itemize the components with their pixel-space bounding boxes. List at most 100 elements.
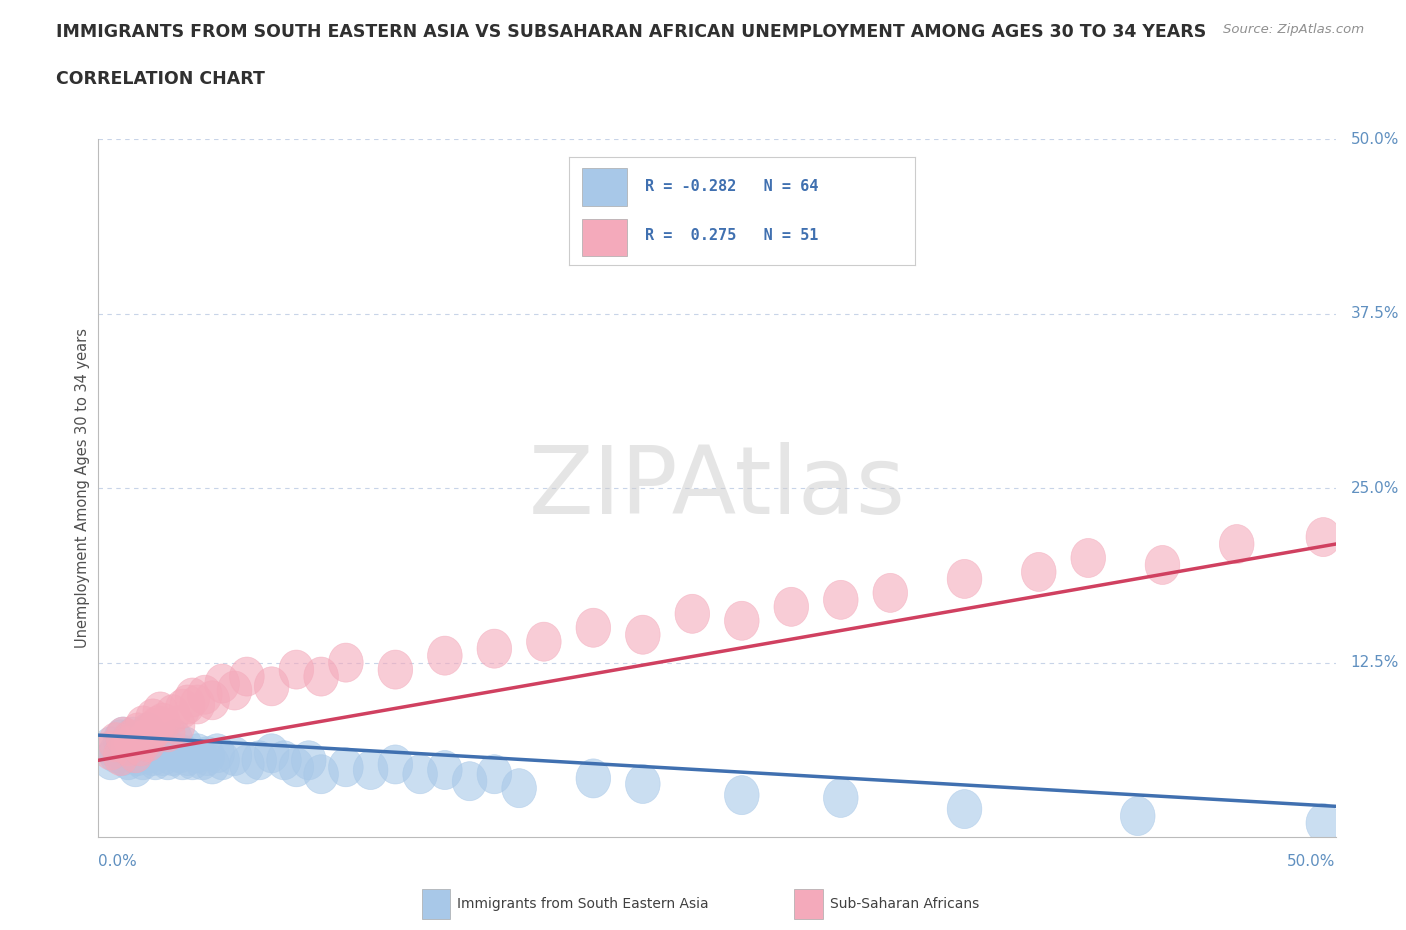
Ellipse shape <box>135 699 170 738</box>
Ellipse shape <box>141 731 176 770</box>
Ellipse shape <box>278 650 314 689</box>
Ellipse shape <box>229 657 264 696</box>
Ellipse shape <box>125 706 160 745</box>
Ellipse shape <box>1306 517 1341 556</box>
Ellipse shape <box>724 776 759 815</box>
Ellipse shape <box>155 737 190 776</box>
Ellipse shape <box>143 723 177 762</box>
Ellipse shape <box>138 709 173 748</box>
Ellipse shape <box>873 573 908 613</box>
Ellipse shape <box>195 745 229 784</box>
Ellipse shape <box>111 727 145 766</box>
Ellipse shape <box>205 740 239 779</box>
Ellipse shape <box>402 755 437 794</box>
Ellipse shape <box>145 703 180 742</box>
Ellipse shape <box>135 737 170 776</box>
Y-axis label: Unemployment Among Ages 30 to 34 years: Unemployment Among Ages 30 to 34 years <box>75 328 90 648</box>
Ellipse shape <box>278 748 314 787</box>
Ellipse shape <box>242 740 277 779</box>
Ellipse shape <box>427 636 463 675</box>
Ellipse shape <box>128 723 163 762</box>
Ellipse shape <box>378 650 413 689</box>
Ellipse shape <box>125 740 160 779</box>
Ellipse shape <box>131 734 166 773</box>
Ellipse shape <box>217 671 252 711</box>
Ellipse shape <box>176 740 209 779</box>
Ellipse shape <box>143 692 177 731</box>
Ellipse shape <box>477 629 512 668</box>
Ellipse shape <box>329 748 363 787</box>
Ellipse shape <box>195 681 229 720</box>
Ellipse shape <box>105 737 141 776</box>
Ellipse shape <box>115 717 150 756</box>
Ellipse shape <box>166 740 200 779</box>
Ellipse shape <box>121 712 155 751</box>
Ellipse shape <box>1306 804 1341 843</box>
Ellipse shape <box>200 734 235 773</box>
Ellipse shape <box>105 717 141 756</box>
Ellipse shape <box>948 559 981 599</box>
Text: IMMIGRANTS FROM SOUTH EASTERN ASIA VS SUBSAHARAN AFRICAN UNEMPLOYMENT AMONG AGES: IMMIGRANTS FROM SOUTH EASTERN ASIA VS SU… <box>56 23 1206 41</box>
Ellipse shape <box>353 751 388 790</box>
Ellipse shape <box>170 737 205 776</box>
Ellipse shape <box>291 740 326 779</box>
Ellipse shape <box>98 734 134 773</box>
Ellipse shape <box>626 764 661 804</box>
Ellipse shape <box>229 745 264 784</box>
Text: 12.5%: 12.5% <box>1351 655 1399 671</box>
Ellipse shape <box>724 601 759 641</box>
Ellipse shape <box>93 727 128 766</box>
Ellipse shape <box>824 580 858 619</box>
Ellipse shape <box>205 664 239 703</box>
Text: 37.5%: 37.5% <box>1351 306 1399 322</box>
Ellipse shape <box>121 737 155 776</box>
Ellipse shape <box>163 734 197 773</box>
Ellipse shape <box>329 644 363 683</box>
Text: Immigrants from South Eastern Asia: Immigrants from South Eastern Asia <box>457 897 709 911</box>
Ellipse shape <box>176 678 209 717</box>
Ellipse shape <box>1071 538 1105 578</box>
Ellipse shape <box>180 684 215 724</box>
Ellipse shape <box>118 748 153 787</box>
Ellipse shape <box>160 706 195 745</box>
Ellipse shape <box>186 740 219 779</box>
Ellipse shape <box>502 768 537 807</box>
Ellipse shape <box>105 717 141 756</box>
Ellipse shape <box>254 667 290 706</box>
Ellipse shape <box>1021 552 1056 591</box>
Ellipse shape <box>267 740 301 779</box>
Ellipse shape <box>128 720 163 759</box>
Ellipse shape <box>773 588 808 627</box>
Ellipse shape <box>93 731 128 770</box>
Ellipse shape <box>125 731 160 770</box>
Ellipse shape <box>170 684 205 724</box>
Ellipse shape <box>626 616 661 655</box>
Text: ZIPAtlas: ZIPAtlas <box>529 443 905 534</box>
Ellipse shape <box>526 622 561 661</box>
Ellipse shape <box>190 737 225 776</box>
Ellipse shape <box>453 762 486 801</box>
Ellipse shape <box>98 723 134 762</box>
Ellipse shape <box>138 740 173 779</box>
Ellipse shape <box>150 740 186 779</box>
Text: Source: ZipAtlas.com: Source: ZipAtlas.com <box>1223 23 1364 36</box>
Text: Sub-Saharan Africans: Sub-Saharan Africans <box>830 897 979 911</box>
Ellipse shape <box>187 675 222 714</box>
Ellipse shape <box>124 727 157 766</box>
Ellipse shape <box>166 689 200 728</box>
Ellipse shape <box>145 737 180 776</box>
Ellipse shape <box>180 734 215 773</box>
Ellipse shape <box>675 594 710 633</box>
Ellipse shape <box>217 737 252 776</box>
Ellipse shape <box>104 737 138 776</box>
Ellipse shape <box>576 759 610 798</box>
Ellipse shape <box>111 723 145 762</box>
Ellipse shape <box>141 706 176 745</box>
Ellipse shape <box>1144 545 1180 585</box>
Ellipse shape <box>118 734 153 773</box>
Ellipse shape <box>576 608 610 647</box>
Text: CORRELATION CHART: CORRELATION CHART <box>56 70 266 87</box>
Ellipse shape <box>104 720 138 759</box>
Ellipse shape <box>111 740 145 779</box>
Ellipse shape <box>477 755 512 794</box>
